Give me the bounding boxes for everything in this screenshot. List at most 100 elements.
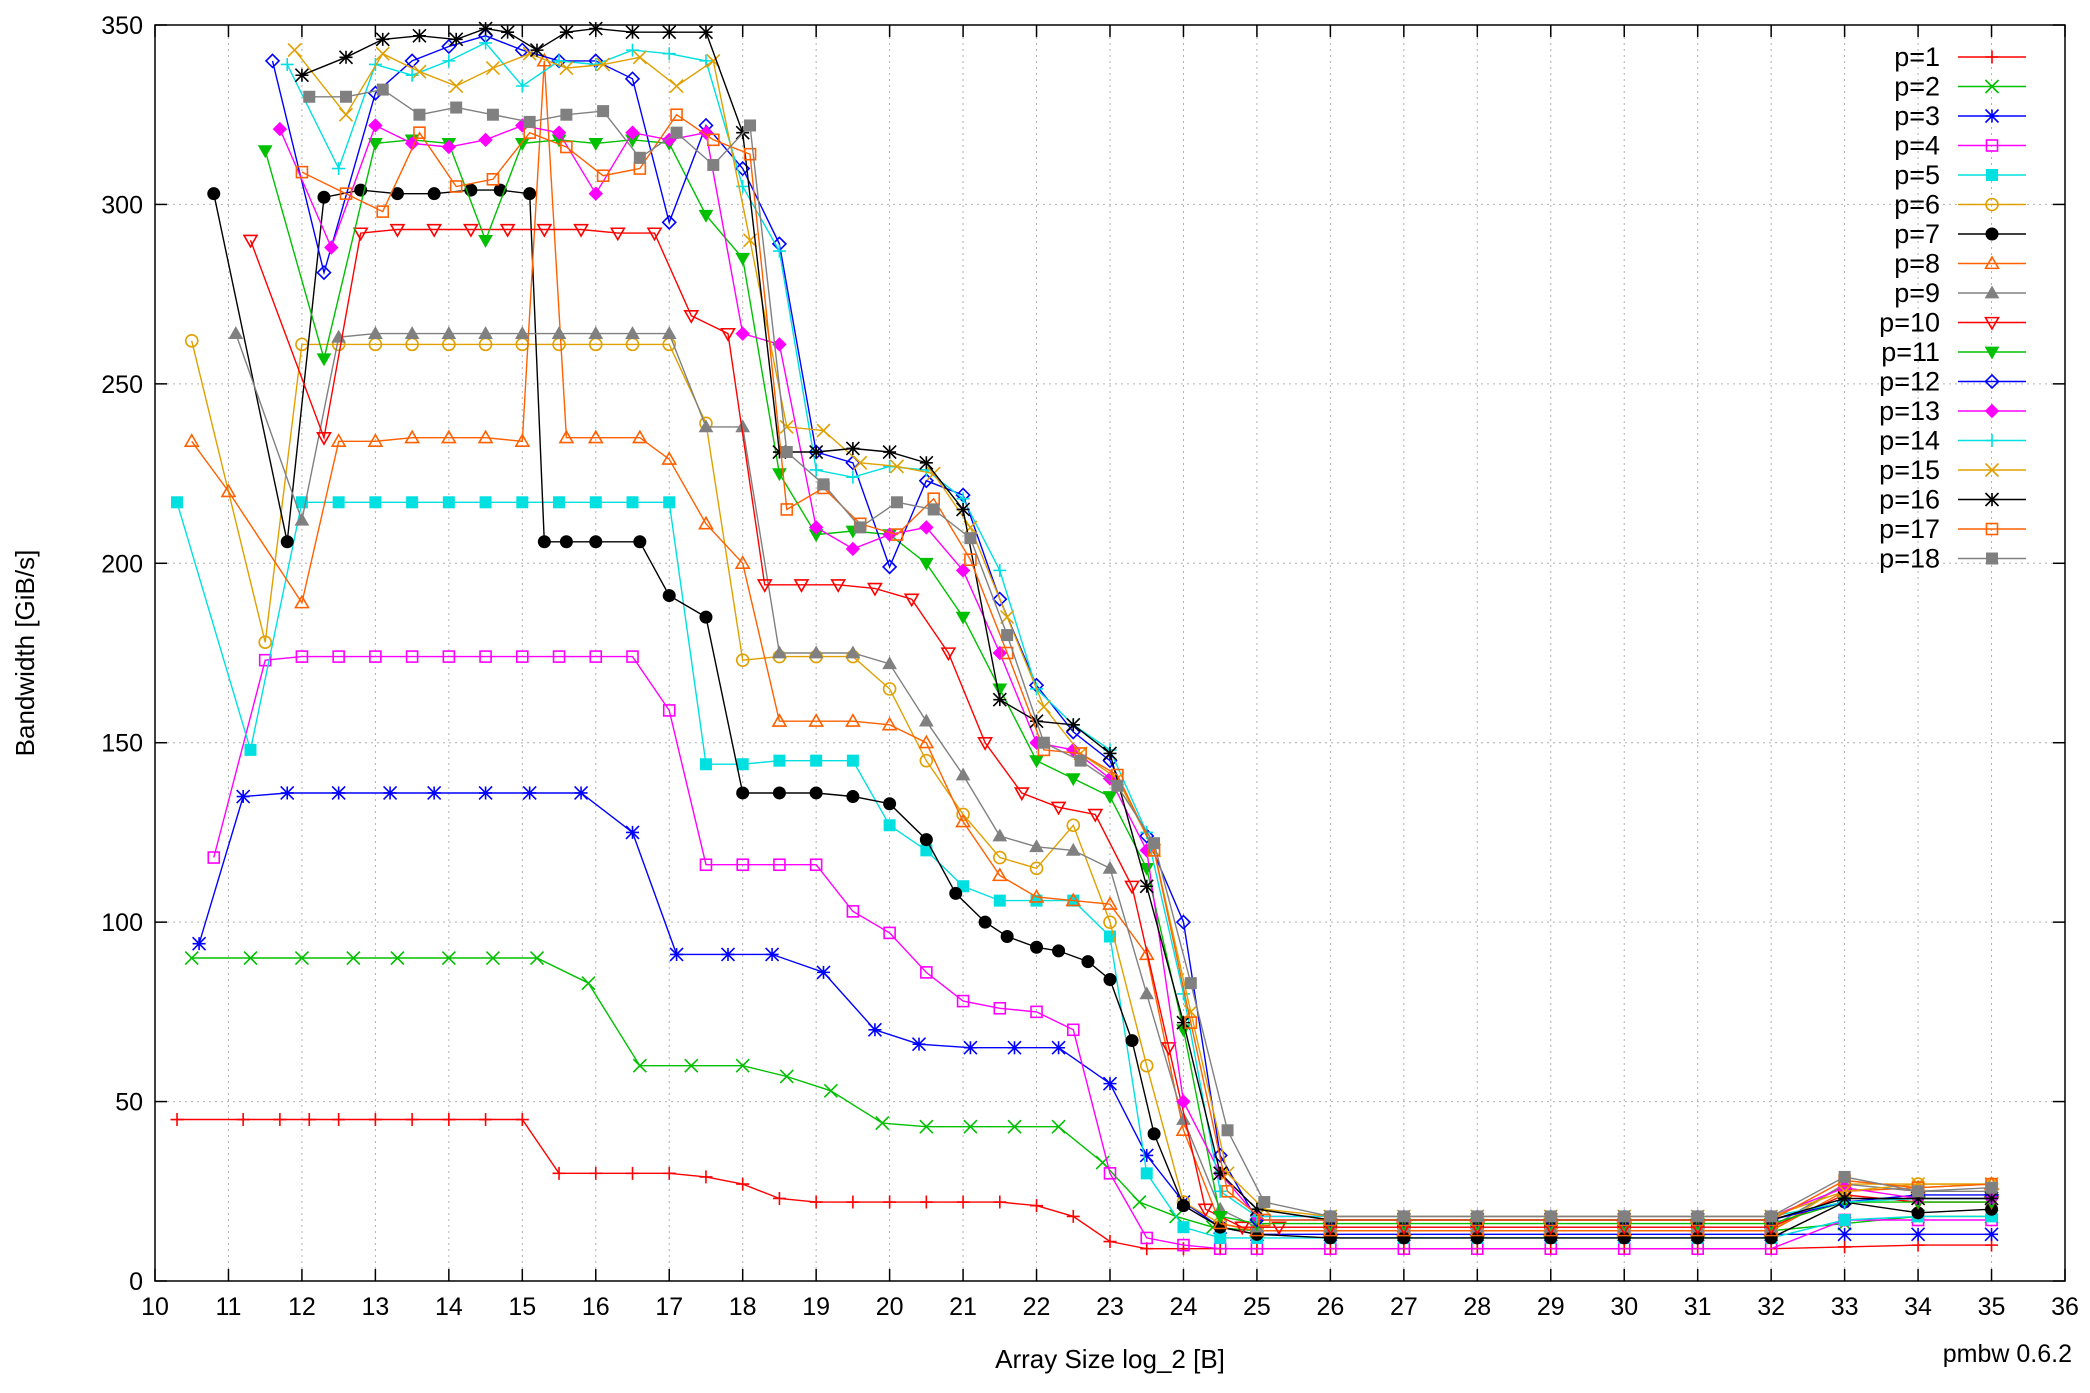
data-point [609,227,626,242]
data-point [699,858,713,872]
data-point [772,645,787,659]
data-point [1985,50,1999,64]
data-point [479,496,492,509]
data-point [376,205,390,218]
data-point [551,326,567,339]
data-point [816,423,831,438]
data-point [963,1119,978,1134]
data-point [294,594,310,609]
data-point [1095,1155,1110,1170]
data-point [316,432,332,446]
legend-entry: p=1 [1894,42,2026,72]
data-point [1125,1034,1139,1048]
data-point [808,520,824,535]
data-point [1984,79,2000,94]
data-point [625,25,640,40]
data-point [626,43,639,57]
data-point [779,1069,794,1084]
data-point [477,429,494,444]
data-point [1036,699,1051,714]
x-tick-label: 27 [1390,1293,1418,1321]
data-point [1257,1213,1271,1227]
data-point [1837,1191,1852,1206]
data-point [1985,139,1999,152]
legend-label: p=18 [1879,544,1940,574]
data-point [993,850,1007,865]
data-point [330,433,347,447]
data-point [574,785,589,801]
data-point [324,240,339,255]
data-point [1103,1167,1117,1180]
data-point [1212,1211,1228,1224]
data-point [1081,955,1095,969]
data-point [427,187,441,201]
data-point [993,894,1006,907]
data-point [1066,818,1081,833]
data-point [479,650,492,663]
data-point [515,79,529,93]
data-point [632,1058,647,1073]
data-point [243,950,258,966]
data-point [992,591,1008,607]
data-point [875,1116,890,1131]
data-point [559,60,574,76]
legend-entry: p=10 [1879,308,2026,338]
data-point [1029,839,1044,853]
data-point [684,1058,699,1073]
data-point [383,785,398,801]
data-point [404,326,420,339]
data-point [294,950,309,966]
data-point [516,496,529,509]
data-point [1030,1199,1044,1213]
data-point [809,1195,823,1209]
data-point [991,867,1008,882]
data-point [1177,1238,1190,1252]
data-point [1184,977,1197,990]
data-point [1984,462,2000,478]
data-point [698,25,714,40]
data-point [303,90,316,103]
data-point [207,187,221,201]
data-point [1066,1209,1080,1223]
data-point [242,234,259,249]
data-point [287,43,302,58]
data-point [817,478,830,491]
data-point [846,790,860,804]
data-point [1183,1004,1198,1019]
data-point [236,789,251,804]
data-point [1837,1227,1852,1242]
data-point [184,950,199,966]
data-point [992,645,1008,661]
data-point [882,444,897,460]
data-point [919,1195,933,1209]
data-point [479,36,493,50]
data-point [332,1113,346,1127]
data-point [515,1113,529,1127]
data-point [927,503,940,516]
data-point [955,813,971,828]
data-point [272,121,288,137]
data-point [450,101,463,114]
data-point [780,446,793,459]
data-point [413,126,426,139]
data-point [1984,373,2000,390]
data-point [192,936,207,951]
data-point [625,125,640,140]
data-point [316,264,332,281]
legend-label: p=5 [1894,160,1940,190]
data-point [442,496,455,509]
legend-entry: p=3 [1894,101,2026,131]
data-point [1184,1016,1198,1029]
data-point [442,650,456,663]
data-point [552,1166,566,1180]
x-tick-label: 14 [435,1293,463,1321]
data-point [816,965,831,980]
legend-entry: p=6 [1894,190,2026,220]
data-point [773,754,786,767]
data-point [1132,1194,1147,1210]
x-tick-label: 12 [288,1293,316,1321]
data-point [1176,1112,1191,1125]
data-point [184,333,199,348]
data-point [1102,1076,1118,1091]
